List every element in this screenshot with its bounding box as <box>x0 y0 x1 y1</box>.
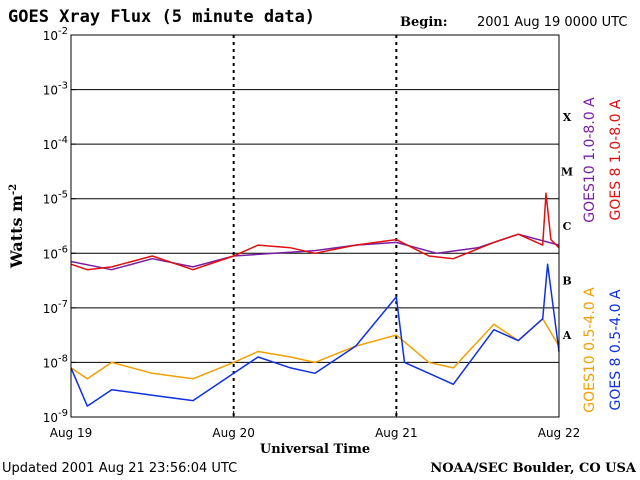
y-tick-label: 10-9 <box>43 408 68 425</box>
series-line <box>70 233 560 271</box>
footer-credit: NOAA/SEC Boulder, CO USA <box>430 461 637 476</box>
y-tick-label: 10-3 <box>43 81 68 98</box>
y-tick-label: 10-5 <box>43 190 68 207</box>
flare-class-label: X <box>563 111 572 124</box>
grid-lines <box>71 35 559 417</box>
legend-entry: GOES10 1.0-8.0 A <box>582 97 598 223</box>
legend: GOES10 1.0-8.0 A GOES 8 1.0-8.0 A GOES10 0… <box>582 97 624 413</box>
flare-class-label: A <box>562 329 572 342</box>
flare-class-label: C <box>563 220 572 233</box>
y-axis-title: Watts m-2 <box>7 184 26 269</box>
flare-class-label: M <box>561 165 573 178</box>
flare-class-labels: A B C M X <box>561 111 573 342</box>
series-line <box>70 318 560 380</box>
plot-frame <box>70 34 560 418</box>
y-tick-label: 10-2 <box>43 26 68 43</box>
y-tick-label: 10-6 <box>43 244 68 261</box>
footer-updated: Updated 2001 Aug 21 23:56:04 UTC <box>2 461 237 476</box>
legend-entry: GOES 8 1.0-8.0 A <box>608 99 624 220</box>
x-tick-label: Aug 21 <box>375 426 418 440</box>
y-tick-label: 10-8 <box>43 353 68 370</box>
x-tick-label: Aug 22 <box>538 426 581 440</box>
legend-entry: GOES 8 0.5-4.0 A <box>608 289 624 410</box>
y-axis-ticks: 10-9 10-8 10-7 10-6 10-5 10-4 10-3 10-2 <box>43 26 76 425</box>
chart-title: GOES Xray Flux (5 minute data) <box>8 7 315 27</box>
x-axis-ticks: Aug 19 Aug 20 Aug 21 Aug 22 <box>50 411 581 440</box>
x-tick-label: Aug 20 <box>212 426 255 440</box>
begin-value: 2001 Aug 19 0000 UTC <box>477 15 627 30</box>
series-line <box>70 263 560 407</box>
x-axis-title: Universal Time <box>260 442 370 457</box>
y-tick-label: 10-7 <box>43 299 68 316</box>
y-tick-label: 10-4 <box>43 135 68 152</box>
series-layer <box>70 192 560 407</box>
begin-label: Begin: <box>400 15 448 30</box>
series-line <box>70 192 560 271</box>
legend-entry: GOES10 0.5-4.0 A <box>582 287 598 413</box>
flare-class-label: B <box>562 275 571 288</box>
x-tick-label: Aug 19 <box>50 426 93 440</box>
